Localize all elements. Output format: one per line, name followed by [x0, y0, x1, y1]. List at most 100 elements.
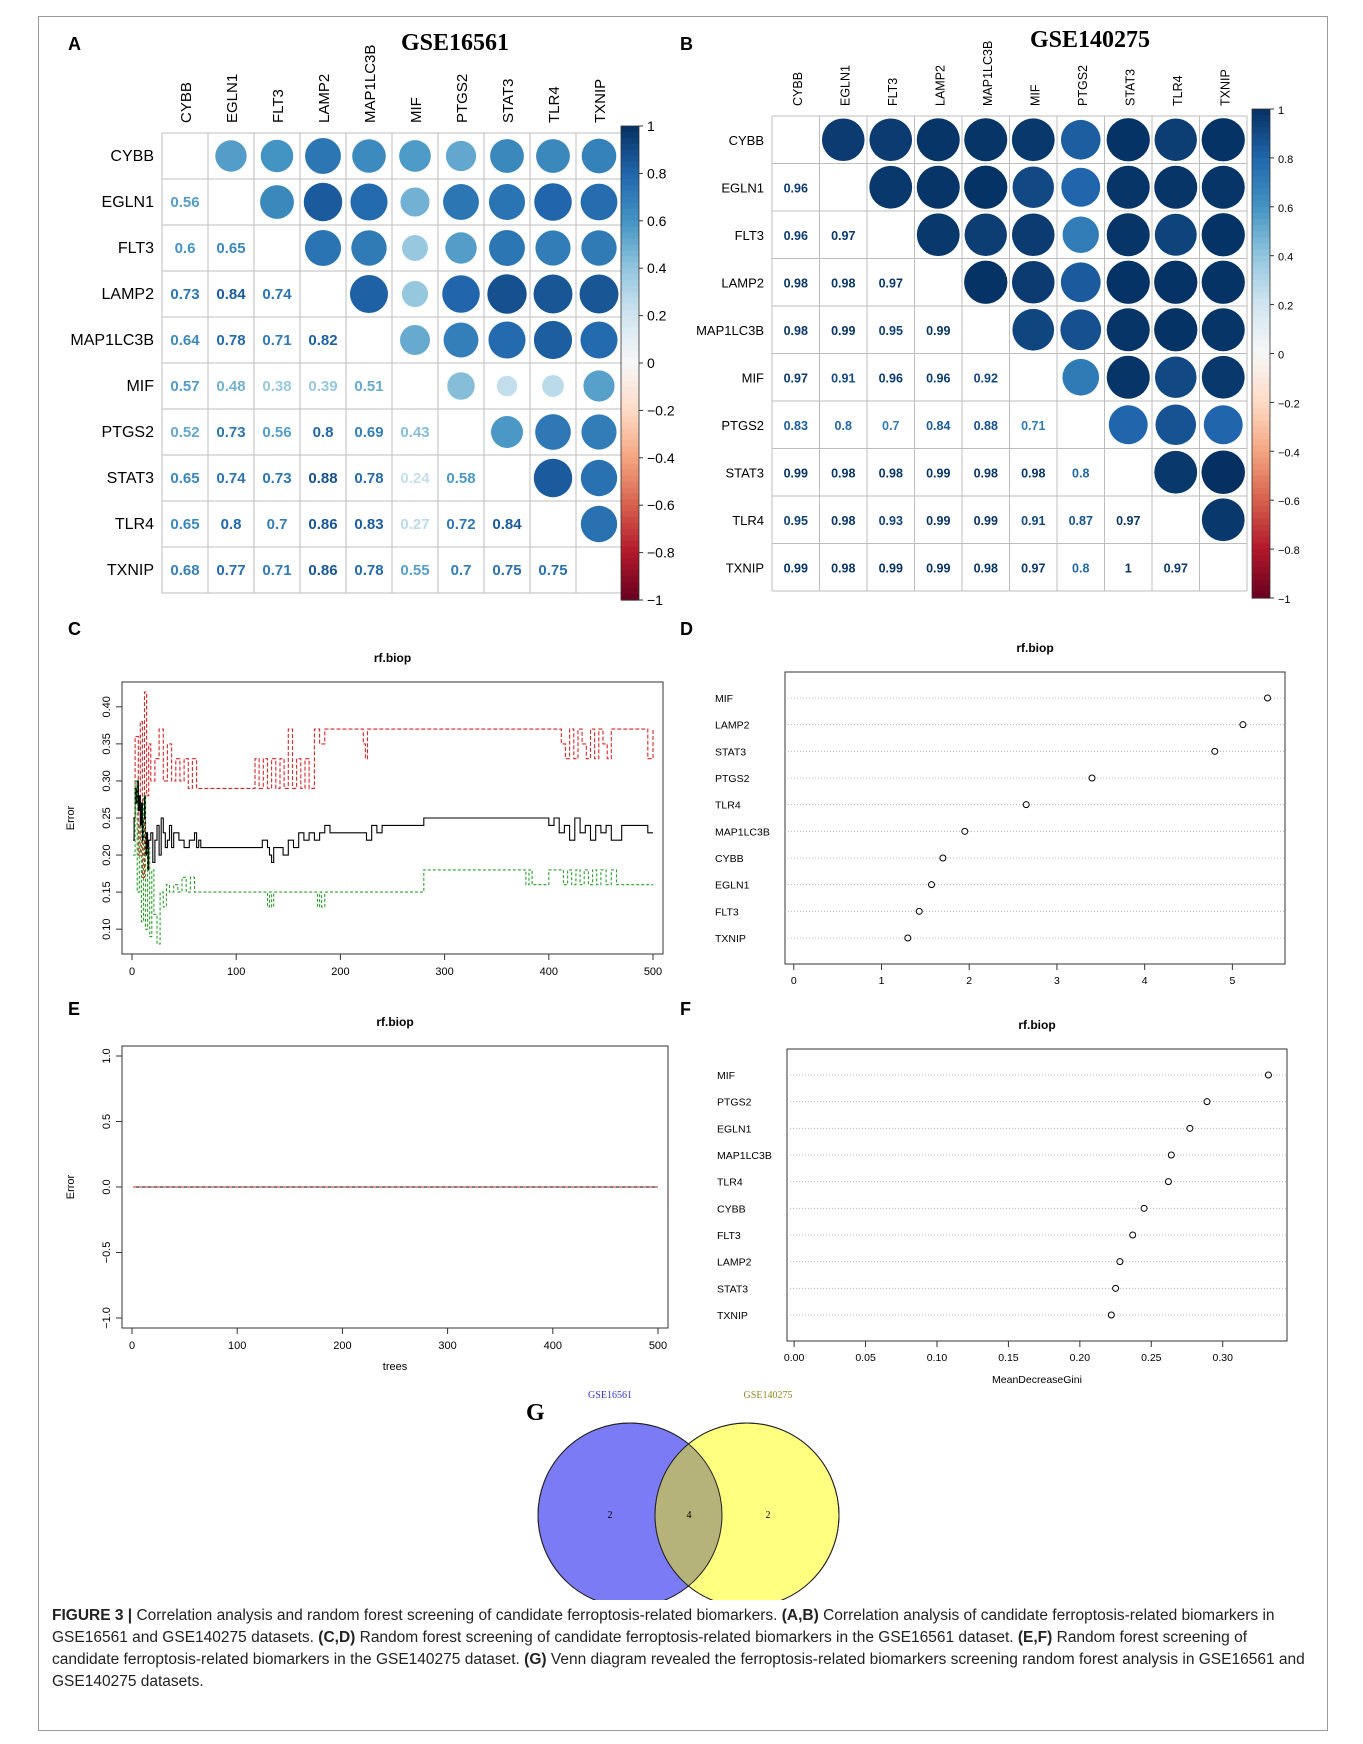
- colorbar-segment: [1252, 194, 1270, 202]
- colorbar-segment: [1252, 390, 1270, 397]
- colorbar-tick-label: −0.2: [1278, 398, 1300, 410]
- panel-label: A: [68, 34, 81, 54]
- colorbar-segment: [1252, 414, 1270, 422]
- colorbar-segment: [621, 197, 639, 204]
- dot-point: [961, 827, 969, 835]
- corr-circle: [580, 459, 618, 497]
- colorbar-segment: [1252, 402, 1270, 410]
- colorbar-segment: [1252, 115, 1270, 122]
- corr-value: 0.75: [538, 562, 567, 579]
- dot-category-label-tlr4: TLR4: [717, 1177, 743, 1189]
- series-line-green: [133, 780, 653, 945]
- corr-value: 0.96: [926, 371, 950, 385]
- colorbar-segment: [1252, 329, 1270, 336]
- corr-value: 0.38: [262, 378, 291, 395]
- colorbar-segment: [621, 546, 639, 554]
- corr-circle: [1108, 405, 1148, 445]
- y-tick-label: 0.40: [101, 696, 113, 717]
- colorbar-segment: [1252, 561, 1270, 569]
- col-label-ptgs2: PTGS2: [454, 74, 471, 123]
- colorbar-segment: [1252, 200, 1270, 208]
- corr-value: 0.74: [262, 286, 292, 303]
- dot-point: [1022, 801, 1030, 809]
- colorbar-segment: [621, 285, 639, 293]
- colorbar-segment: [1252, 524, 1270, 532]
- col-label-stat3: STAT3: [1123, 69, 1137, 106]
- dot-point: [928, 881, 935, 889]
- corr-circle: [1011, 213, 1055, 257]
- corr-circle: [1106, 118, 1150, 162]
- colorbar-segment: [621, 451, 639, 459]
- row-label-cybb: CYBB: [729, 133, 764, 148]
- corr-circle: [1155, 356, 1197, 398]
- venn-count-intersection: 4: [687, 1510, 692, 1521]
- dot-category-label-ptgs2: PTGS2: [717, 1097, 752, 1109]
- dot-point: [1116, 1258, 1124, 1266]
- corr-value: 0.69: [354, 424, 383, 441]
- dot-point: [1239, 721, 1247, 729]
- colorbar-segment: [1252, 549, 1270, 556]
- corr-circle: [352, 139, 386, 173]
- x-tick-label: 0.10: [927, 1352, 948, 1364]
- corr-value: 0.64: [170, 332, 200, 349]
- colorbar-segment: [1252, 335, 1270, 342]
- colorbar-segment: [621, 363, 639, 370]
- corr-circle: [535, 414, 571, 450]
- corr-circle: [869, 165, 913, 209]
- panel-e: Erf.biop 0 100 200 300 400 500 −1.0 −0.5 0.0 0.5 1.…: [65, 999, 669, 1373]
- colorbar-segment: [1252, 420, 1270, 428]
- colorbar-segment: [1252, 463, 1270, 471]
- corr-circle: [869, 118, 913, 162]
- colorbar-segment: [621, 238, 639, 246]
- panel-title: GSE16561: [401, 30, 509, 56]
- panel-label: C: [68, 619, 81, 639]
- colorbar-segment: [621, 410, 639, 417]
- colorbar-segment: [1252, 384, 1270, 391]
- dot-point: [1129, 1231, 1137, 1239]
- corr-value: 0.98: [784, 324, 808, 338]
- colorbar-segment: [621, 570, 639, 577]
- corr-value: 0.88: [974, 419, 998, 433]
- corr-value: 0.97: [1164, 561, 1188, 575]
- col-label-mif: MIF: [1028, 84, 1042, 106]
- corr-circle: [1154, 260, 1198, 304]
- col-label-tlr4: TLR4: [546, 86, 563, 123]
- colorbar-tick-label: 0: [647, 355, 655, 371]
- corr-circle: [1062, 216, 1099, 253]
- colorbar-segment: [621, 469, 639, 477]
- corr-value: 0.71: [1021, 419, 1045, 433]
- plot-title: rf.biop: [376, 1015, 413, 1029]
- corr-circle: [1011, 260, 1055, 304]
- colorbar-segment: [621, 262, 639, 269]
- corr-value: 0.83: [784, 419, 808, 433]
- dot-point: [1211, 747, 1219, 755]
- corr-value: 0.27: [400, 516, 429, 533]
- dot-point: [1164, 1178, 1172, 1186]
- dot-point: [1186, 1124, 1194, 1132]
- venn-count-a-only: 2: [608, 1510, 613, 1521]
- colorbar-segment: [621, 274, 639, 281]
- y-axis-label: Error: [65, 1174, 77, 1199]
- corr-circle: [1201, 118, 1245, 162]
- colorbar-segment: [1252, 512, 1270, 520]
- colorbar-segment: [621, 594, 639, 601]
- corr-value: 0.97: [784, 371, 808, 385]
- col-label-ptgs2: PTGS2: [1076, 65, 1090, 106]
- colorbar-tick-label: 0.8: [1278, 154, 1293, 166]
- panel-g: G GSE16561 GSE140275 2 4 2: [526, 1390, 840, 1600]
- colorbar-segment: [621, 297, 639, 305]
- x-tick-label: 3: [1054, 975, 1060, 987]
- x-tick-label: 0.05: [855, 1352, 876, 1364]
- caption-prefix: FIGURE 3 |: [52, 1607, 133, 1624]
- colorbar-segment: [1252, 322, 1270, 330]
- corr-value: 0.96: [879, 371, 903, 385]
- colorbar-segment: [621, 493, 639, 500]
- colorbar-segment: [621, 582, 639, 589]
- corr-circle: [533, 458, 573, 498]
- corr-circle: [351, 230, 387, 266]
- series-line-red: [133, 691, 654, 878]
- panel-label: B: [680, 34, 693, 54]
- corr-circle: [488, 183, 526, 221]
- row-label-tlr4: TLR4: [732, 513, 764, 528]
- corr-circle: [305, 138, 341, 174]
